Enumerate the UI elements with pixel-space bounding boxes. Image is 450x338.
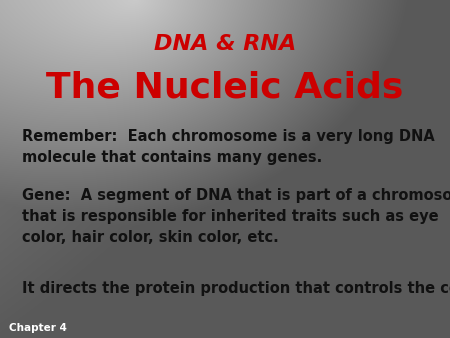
Text: It directs the protein production that controls the cell.: It directs the protein production that c…	[22, 282, 450, 296]
Text: DNA & RNA: DNA & RNA	[154, 34, 296, 54]
Text: Chapter 4: Chapter 4	[9, 323, 67, 333]
Text: The Nucleic Acids: The Nucleic Acids	[46, 71, 404, 105]
Text: Gene:  A segment of DNA that is part of a chromosome
that is responsible for inh: Gene: A segment of DNA that is part of a…	[22, 188, 450, 245]
Text: Remember:  Each chromosome is a very long DNA
molecule that contains many genes.: Remember: Each chromosome is a very long…	[22, 129, 435, 165]
